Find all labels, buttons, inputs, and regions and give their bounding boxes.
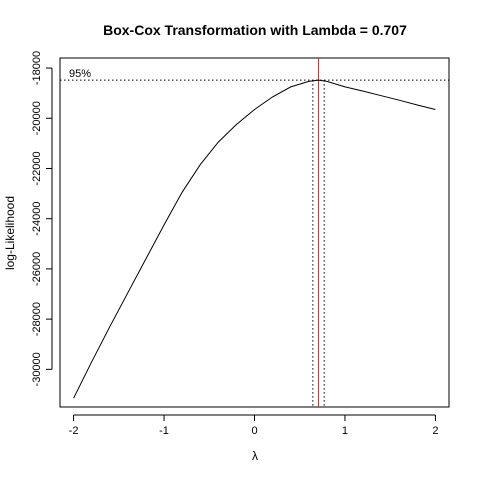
x-tick-label: -1	[159, 425, 169, 437]
y-tick-label: -30000	[31, 352, 43, 386]
ci95-label: 95%	[69, 68, 91, 80]
x-axis-label: λ	[252, 449, 258, 463]
y-tick-label: -28000	[31, 302, 43, 336]
y-tick-label: -18000	[31, 51, 43, 85]
chart-title: Box-Cox Transformation with Lambda = 0.7…	[103, 22, 407, 38]
plot-frame	[59, 57, 450, 408]
x-tick-label: 2	[432, 425, 438, 437]
plot-area: -2 -1 0 1 2 -30000 -28000 -26000 -24000 -22000 -20…	[31, 51, 450, 437]
x-tick-label: 0	[251, 425, 257, 437]
y-axis-label: log-Likelihood	[3, 196, 17, 270]
x-tick-label: -2	[69, 425, 79, 437]
x-tick-label: 1	[342, 425, 348, 437]
y-tick-label: -20000	[31, 101, 43, 135]
y-tick-label: -22000	[31, 151, 43, 185]
y-tick-label: -24000	[31, 202, 43, 236]
y-tick-label: -26000	[31, 252, 43, 286]
loglik-curve	[73, 79, 436, 399]
